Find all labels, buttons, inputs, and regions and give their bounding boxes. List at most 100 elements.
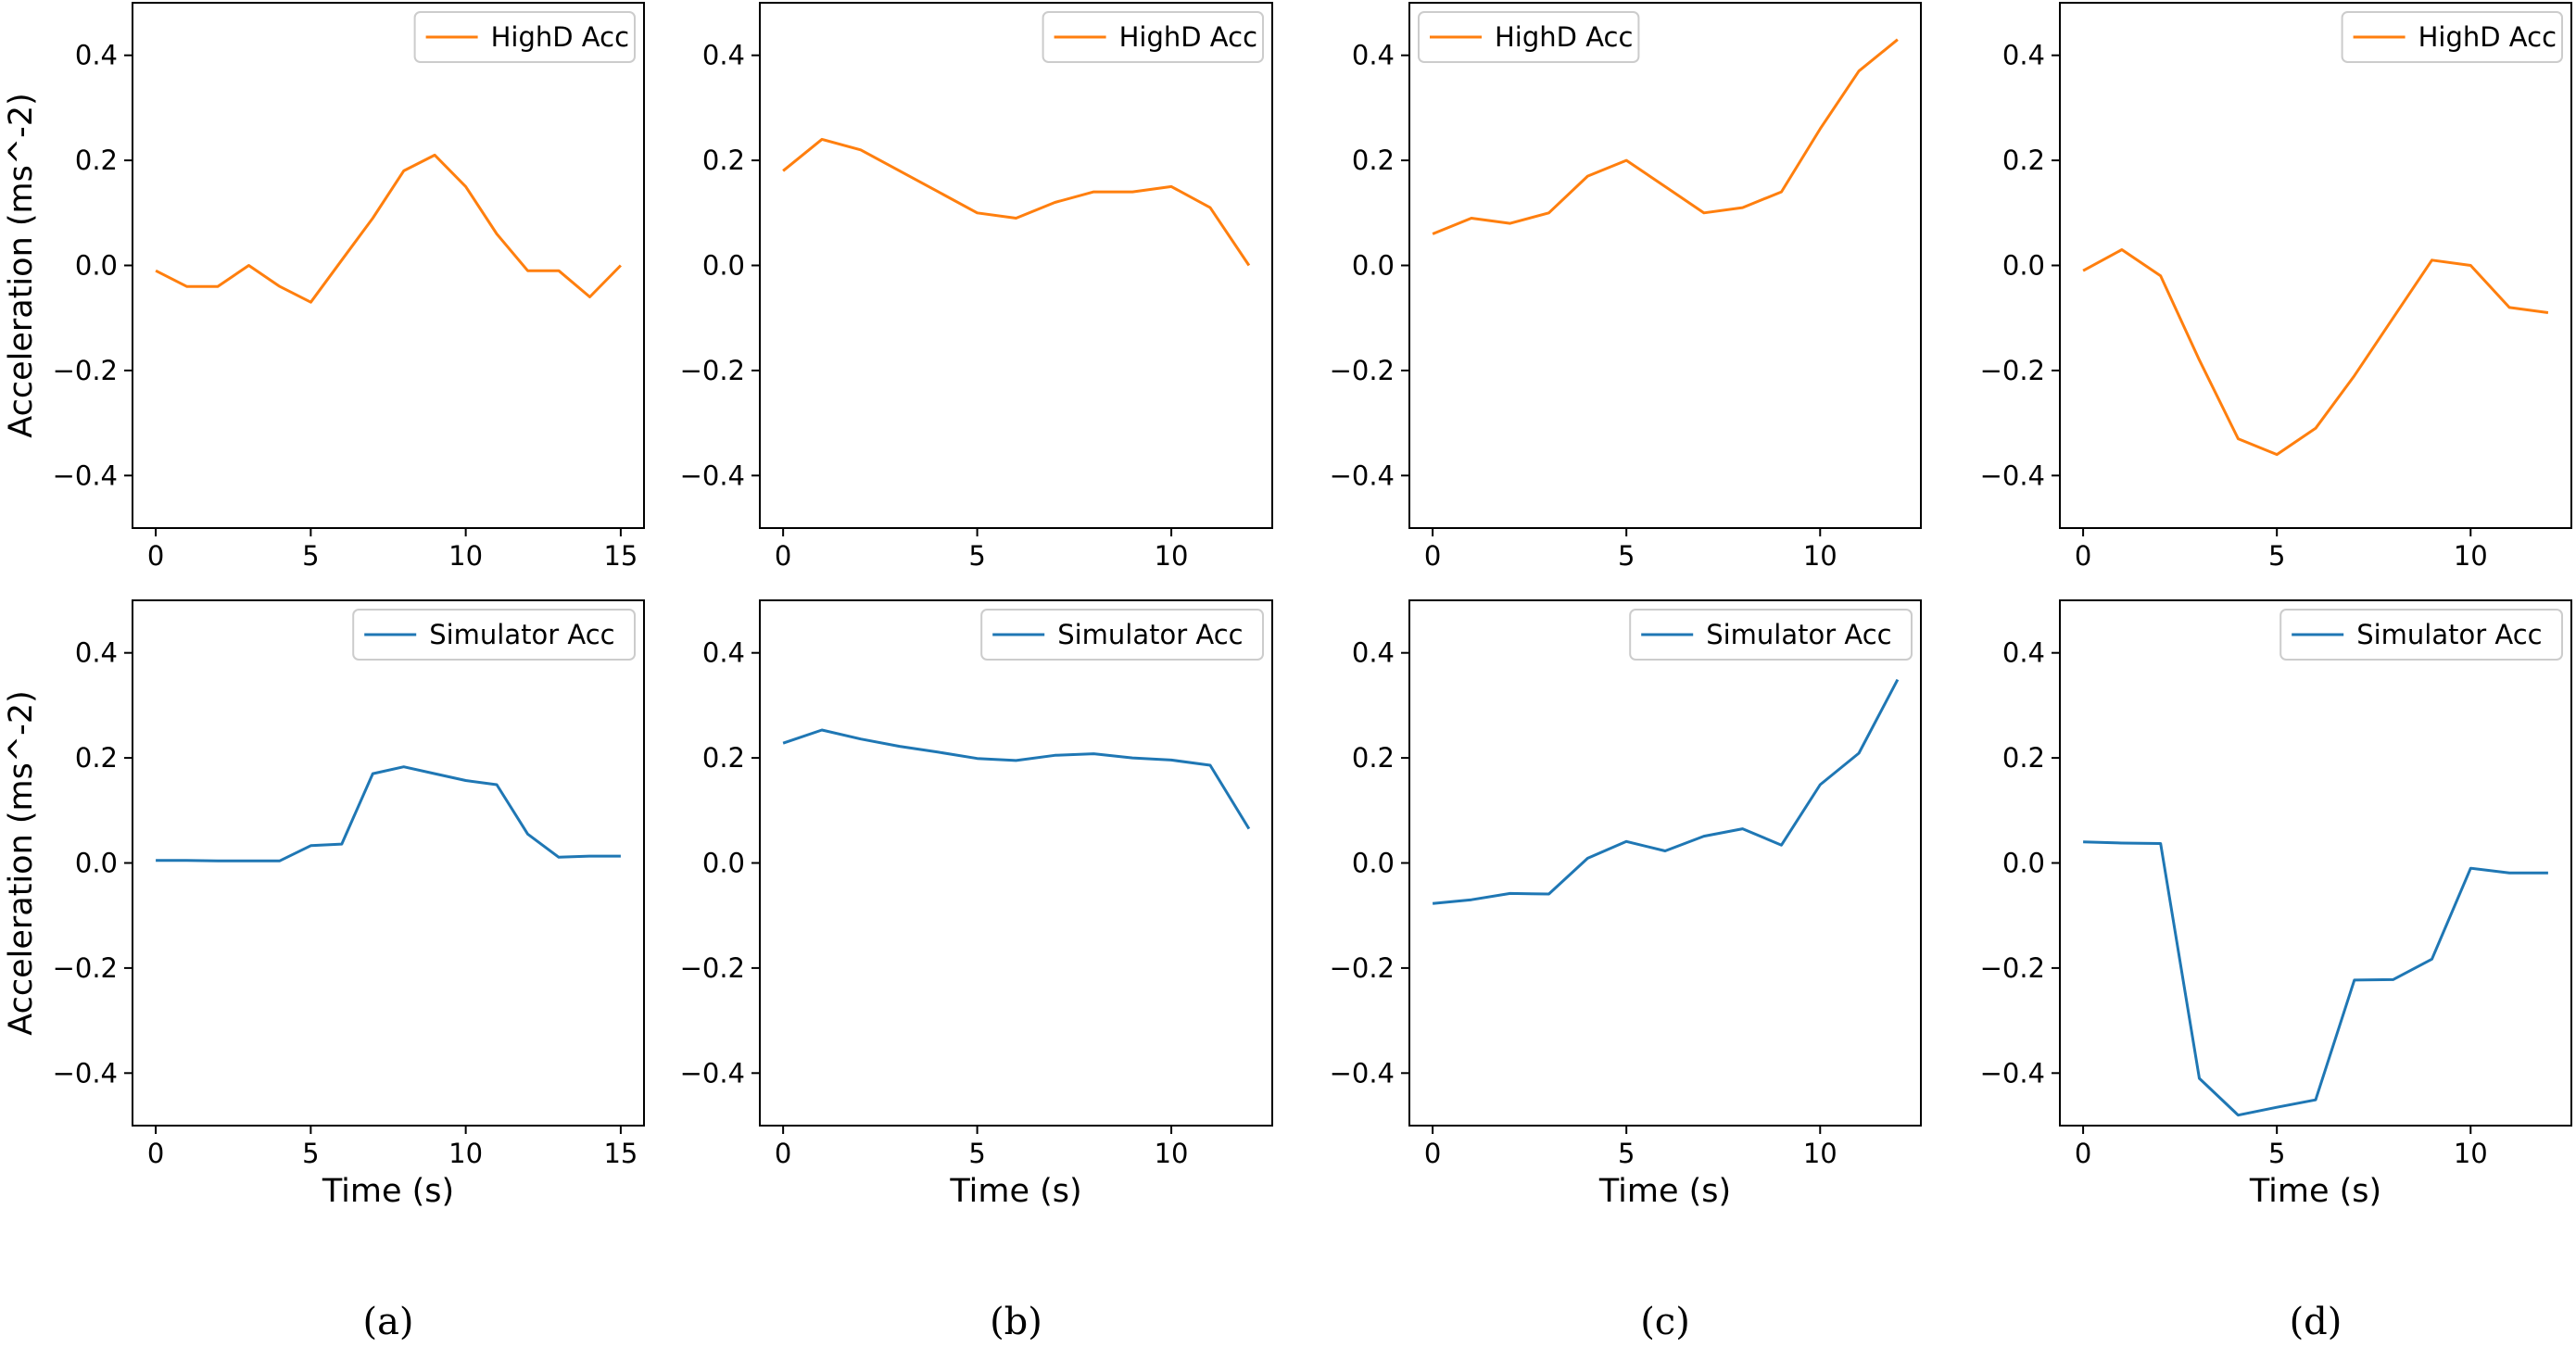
axes-frame bbox=[2059, 599, 2572, 1127]
series-line-simulator bbox=[2083, 840, 2548, 1117]
series-line-highd bbox=[782, 137, 1251, 267]
x-tick-label: 0 bbox=[1424, 1138, 1441, 1169]
y-axis-label: Acceleration (ms^-2) bbox=[3, 93, 40, 437]
y-tick-label: 0.0 bbox=[702, 848, 745, 879]
axes-frame bbox=[132, 599, 645, 1127]
y-tick-label: −0.4 bbox=[1980, 1057, 2045, 1089]
y-tick-label: 0.0 bbox=[1352, 848, 1395, 879]
x-tick-label: 5 bbox=[968, 1138, 985, 1169]
x-tick-label: 0 bbox=[147, 540, 164, 572]
x-tick-label: 15 bbox=[603, 1138, 638, 1169]
y-tick-label: 0.0 bbox=[1352, 250, 1395, 282]
y-tick-label: −0.4 bbox=[680, 460, 745, 491]
x-axis-label: Time (s) bbox=[322, 1173, 454, 1210]
x-axis-label: Time (s) bbox=[949, 1173, 1081, 1210]
y-tick-label: −0.2 bbox=[1330, 952, 1395, 984]
x-tick-label: 10 bbox=[2454, 1138, 2488, 1169]
y-tick-label: 0.2 bbox=[1352, 742, 1395, 774]
axes-frame bbox=[1408, 599, 1922, 1127]
legend: HighD Acc bbox=[1042, 11, 1264, 63]
legend-box bbox=[413, 11, 636, 63]
series-line-simulator bbox=[1432, 678, 1900, 905]
x-tick-label: 0 bbox=[2075, 1138, 2091, 1169]
legend-box bbox=[1418, 11, 1640, 63]
panel-caption: (b) bbox=[990, 1301, 1042, 1343]
subplot-c-top: 0.4 0.2 0.0 −0.2 −0.4 0 5 10 HighD Acc bbox=[1330, 2, 1922, 572]
y-tick-label: 0.4 bbox=[2002, 637, 2045, 669]
legend-box bbox=[1042, 11, 1264, 63]
x-tick-label: 5 bbox=[302, 540, 319, 572]
y-tick-label: −0.4 bbox=[53, 460, 118, 491]
subplot-b-bottom: 0.4 0.2 0.0 −0.2 −0.4 0 5 10 Simulator Acc Time (… bbox=[680, 599, 1273, 1210]
x-axis-label: Time (s) bbox=[1598, 1173, 1731, 1210]
legend: Simulator Acc bbox=[980, 609, 1264, 661]
legend: Simulator Acc bbox=[1629, 609, 1913, 661]
x-tick-label: 10 bbox=[448, 540, 483, 572]
y-tick-label: 0.4 bbox=[1352, 40, 1395, 71]
x-tick-label: 15 bbox=[603, 540, 638, 572]
y-tick-label: 0.0 bbox=[2002, 250, 2045, 282]
axes-frame bbox=[132, 2, 645, 529]
y-tick-label: −0.2 bbox=[53, 355, 118, 386]
y-tick-label: −0.2 bbox=[1330, 355, 1395, 386]
legend-box bbox=[2341, 11, 2564, 63]
x-tick-label: 5 bbox=[1618, 540, 1635, 572]
y-tick-label: −0.4 bbox=[680, 1057, 745, 1089]
subplot-d-top: 0.4 0.2 0.0 −0.2 −0.4 0 5 10 HighD Acc bbox=[1980, 2, 2572, 572]
x-tick-label: 5 bbox=[2268, 1138, 2285, 1169]
legend-box bbox=[2279, 609, 2563, 661]
legend: HighD Acc bbox=[1418, 11, 1640, 63]
x-tick-label: 10 bbox=[448, 1138, 483, 1169]
y-tick-label: 0.2 bbox=[702, 742, 745, 774]
y-tick-label: −0.2 bbox=[1980, 355, 2045, 386]
legend: HighD Acc bbox=[2341, 11, 2564, 63]
series-line-simulator bbox=[156, 765, 621, 863]
x-tick-label: 0 bbox=[775, 540, 791, 572]
legend-label: Simulator Acc bbox=[1706, 619, 1891, 650]
y-tick-label: 0.4 bbox=[1352, 637, 1395, 669]
x-tick-label: 10 bbox=[1803, 540, 1837, 572]
legend-label: Simulator Acc bbox=[429, 619, 614, 650]
x-tick-label: 10 bbox=[1803, 1138, 1837, 1169]
subplot-d-bottom: 0.4 0.2 0.0 −0.2 −0.4 0 5 10 Simulator Acc Time (… bbox=[1980, 599, 2572, 1210]
x-tick-label: 5 bbox=[2268, 540, 2285, 572]
x-tick-label: 0 bbox=[2075, 540, 2091, 572]
y-tick-label: 0.4 bbox=[702, 40, 745, 71]
subplot-c-bottom: 0.4 0.2 0.0 −0.2 −0.4 0 5 10 Simulator Acc Time (… bbox=[1330, 599, 1922, 1210]
y-tick-label: 0.2 bbox=[1352, 145, 1395, 176]
legend-label: HighD Acc bbox=[491, 21, 629, 53]
x-tick-label: 10 bbox=[1155, 1138, 1189, 1169]
legend: Simulator Acc bbox=[2279, 609, 2563, 661]
y-tick-label: 0.4 bbox=[702, 637, 745, 669]
y-tick-label: 0.0 bbox=[75, 250, 118, 282]
axes-frame bbox=[759, 599, 1273, 1127]
x-tick-label: 5 bbox=[1618, 1138, 1635, 1169]
subplot-a-top: 0.4 0.2 0.0 −0.2 −0.4 0 5 10 15 HighD Acc Accelera… bbox=[3, 2, 645, 572]
x-tick-label: 10 bbox=[1155, 540, 1189, 572]
legend: HighD Acc bbox=[413, 11, 636, 63]
y-tick-label: −0.4 bbox=[1330, 460, 1395, 491]
y-tick-label: 0.2 bbox=[75, 742, 118, 774]
y-tick-label: 0.0 bbox=[2002, 848, 2045, 879]
y-tick-label: −0.4 bbox=[1980, 460, 2045, 491]
legend-label: HighD Acc bbox=[1495, 21, 1633, 53]
subplot-a-bottom: 0.4 0.2 0.0 −0.2 −0.4 0 5 10 15 Simulator Acc Acce… bbox=[3, 599, 645, 1210]
y-tick-label: −0.2 bbox=[680, 355, 745, 386]
axes-frame bbox=[759, 2, 1273, 529]
legend-label: Simulator Acc bbox=[2356, 619, 2542, 650]
legend-label: HighD Acc bbox=[1119, 21, 1257, 53]
y-tick-label: −0.2 bbox=[680, 952, 745, 984]
y-tick-label: −0.4 bbox=[53, 1057, 118, 1089]
axes-frame bbox=[2059, 2, 2572, 529]
x-tick-label: 0 bbox=[147, 1138, 164, 1169]
y-tick-label: −0.4 bbox=[1330, 1057, 1395, 1089]
y-tick-label: 0.0 bbox=[702, 250, 745, 282]
x-tick-label: 0 bbox=[1424, 540, 1441, 572]
y-tick-label: 0.4 bbox=[75, 637, 118, 669]
x-tick-label: 5 bbox=[302, 1138, 319, 1169]
y-tick-label: 0.4 bbox=[2002, 40, 2045, 71]
series-line-highd bbox=[2082, 248, 2549, 457]
y-tick-label: 0.2 bbox=[75, 145, 118, 176]
x-axis-label: Time (s) bbox=[2249, 1173, 2381, 1210]
